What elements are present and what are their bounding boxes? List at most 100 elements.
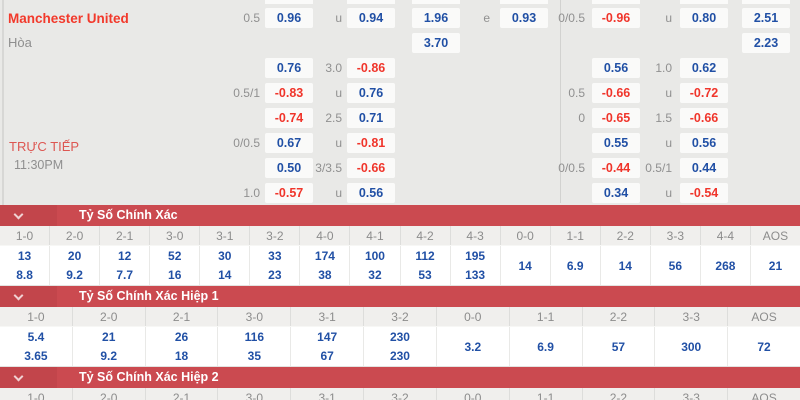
- score-odds-value[interactable]: 14: [218, 268, 232, 283]
- section-collapse-toggle[interactable]: [0, 367, 57, 388]
- handicap-label: u: [665, 136, 672, 150]
- score-odds-value[interactable]: 230: [389, 329, 410, 344]
- score-odds-value[interactable]: 72: [757, 339, 771, 354]
- chevron-down-icon: [13, 290, 24, 300]
- score-odds-value[interactable]: 116: [244, 329, 265, 344]
- odds-value[interactable]: -0.57: [265, 183, 313, 203]
- score-column: 14: [501, 246, 551, 285]
- odds-value[interactable]: -0.65: [592, 108, 640, 128]
- odds-value[interactable]: 0.93: [500, 8, 548, 28]
- odds-value[interactable]: -0.66: [680, 108, 728, 128]
- score-header-cell: 3-0: [218, 307, 292, 326]
- odds-value[interactable]: -0.66: [592, 83, 640, 103]
- odds-value[interactable]: 1.96: [412, 8, 460, 28]
- odds-value[interactable]: 0.96: [265, 8, 313, 28]
- score-header-cell: 0-0: [437, 388, 510, 400]
- score-odds-value[interactable]: 9.2: [66, 268, 83, 283]
- score-odds-value[interactable]: 6.9: [566, 258, 584, 273]
- section-collapse-toggle[interactable]: [0, 205, 57, 226]
- score-odds-value[interactable]: 100: [364, 248, 385, 263]
- score-odds-value[interactable]: 12: [117, 248, 132, 263]
- score-odds-value[interactable]: 3.65: [24, 349, 48, 364]
- odds-value[interactable]: -0.54: [680, 183, 728, 203]
- score-odds-value[interactable]: 67: [320, 349, 334, 364]
- odds-value[interactable]: 0.34: [592, 183, 640, 203]
- score-odds-value[interactable]: 21: [102, 329, 116, 344]
- odds-value[interactable]: -0.66: [347, 158, 395, 178]
- score-odds-value[interactable]: 57: [611, 339, 626, 354]
- score-odds-value[interactable]: 133: [465, 268, 486, 283]
- score-column: 26 18: [146, 327, 219, 366]
- score-odds-value[interactable]: 174: [314, 248, 335, 263]
- score-odds-value[interactable]: 21: [768, 258, 783, 273]
- cutoff-odds-box: [592, 0, 640, 4]
- score-odds-value[interactable]: 26: [174, 329, 189, 344]
- score-odds-value[interactable]: 20: [67, 248, 82, 263]
- score-odds-value[interactable]: 30: [218, 248, 232, 263]
- section-banner[interactable]: Tỷ Số Chính Xác Hiệp 1: [0, 286, 800, 307]
- odds-value[interactable]: 0.55: [592, 133, 640, 153]
- score-odds-value[interactable]: 300: [681, 339, 702, 354]
- score-odds-value[interactable]: 13: [17, 248, 32, 263]
- chevron-down-icon: [13, 209, 24, 219]
- odds-value[interactable]: -0.74: [265, 108, 313, 128]
- odds-value[interactable]: 0.94: [347, 8, 395, 28]
- section-collapse-toggle[interactable]: [0, 286, 57, 307]
- score-header-cell: 2-1: [100, 226, 151, 245]
- odds-value[interactable]: 3.70: [412, 33, 460, 53]
- score-odds-value[interactable]: 16: [168, 268, 182, 283]
- score-odds-value[interactable]: 112: [415, 248, 435, 263]
- odds-value[interactable]: 0.50: [265, 158, 313, 178]
- score-header-cell: 4-0: [300, 226, 351, 245]
- score-odds-value[interactable]: 38: [318, 268, 332, 283]
- score-odds-value[interactable]: 8.8: [16, 268, 33, 283]
- score-odds-value[interactable]: 14: [618, 258, 632, 273]
- score-odds-value[interactable]: 147: [317, 329, 338, 344]
- score-odds-value[interactable]: 6.9: [537, 339, 554, 354]
- odds-value[interactable]: 0.71: [347, 108, 395, 128]
- score-odds-value[interactable]: 23: [268, 268, 282, 283]
- score-header-cell: 1-1: [510, 307, 583, 326]
- odds-value[interactable]: 0.80: [680, 8, 728, 28]
- section-banner[interactable]: Tỷ Số Chính Xác: [0, 205, 800, 226]
- odds-value[interactable]: 0.56: [347, 183, 395, 203]
- odds-value[interactable]: -0.86: [347, 58, 395, 78]
- odds-value[interactable]: 0.76: [347, 83, 395, 103]
- odds-value[interactable]: 0.62: [680, 58, 728, 78]
- handicap-label: 0/0.5: [233, 136, 260, 150]
- odds-value[interactable]: -0.44: [592, 158, 640, 178]
- score-odds-value[interactable]: 5.4: [27, 329, 45, 344]
- score-column: 6.9: [510, 327, 583, 366]
- score-odds-value[interactable]: 18: [174, 349, 189, 364]
- odds-value[interactable]: -0.72: [680, 83, 728, 103]
- score-header-cell: 2-1: [146, 388, 219, 400]
- left-edge-divider: [2, 0, 4, 205]
- score-odds-value[interactable]: 52: [168, 248, 182, 263]
- score-odds-value[interactable]: 56: [668, 258, 683, 273]
- score-odds-value[interactable]: 32: [368, 268, 382, 283]
- odds-value[interactable]: 0.44: [680, 158, 728, 178]
- odds-value[interactable]: 0.56: [592, 58, 640, 78]
- score-odds-value[interactable]: 9.2: [100, 349, 118, 364]
- odds-value[interactable]: -0.96: [592, 8, 640, 28]
- score-odds-value[interactable]: 35: [247, 349, 262, 364]
- section-banner[interactable]: Tỷ Số Chính Xác Hiệp 2: [0, 367, 800, 388]
- odds-value[interactable]: 0.56: [680, 133, 728, 153]
- score-odds-value[interactable]: 33: [268, 248, 282, 263]
- score-odds-value[interactable]: 268: [715, 258, 736, 273]
- odds-value[interactable]: 2.23: [742, 33, 790, 53]
- odds-value[interactable]: -0.83: [265, 83, 313, 103]
- score-odds-value[interactable]: 230: [389, 349, 410, 364]
- score-column: 13 8.8: [0, 246, 51, 285]
- handicap-label: 0/0.5: [558, 11, 585, 25]
- score-odds-value[interactable]: 53: [418, 268, 432, 283]
- odds-value[interactable]: -0.81: [347, 133, 395, 153]
- odds-value[interactable]: 0.67: [265, 133, 313, 153]
- score-odds-value[interactable]: 3.2: [464, 339, 482, 354]
- odds-value[interactable]: 0.76: [265, 58, 313, 78]
- score-odds-value[interactable]: 14: [518, 258, 532, 273]
- score-odds-value[interactable]: 195: [465, 248, 486, 263]
- score-odds-value[interactable]: 7.7: [116, 268, 133, 283]
- odds-value[interactable]: 2.51: [742, 8, 790, 28]
- handicap-label: 1.0: [243, 186, 260, 200]
